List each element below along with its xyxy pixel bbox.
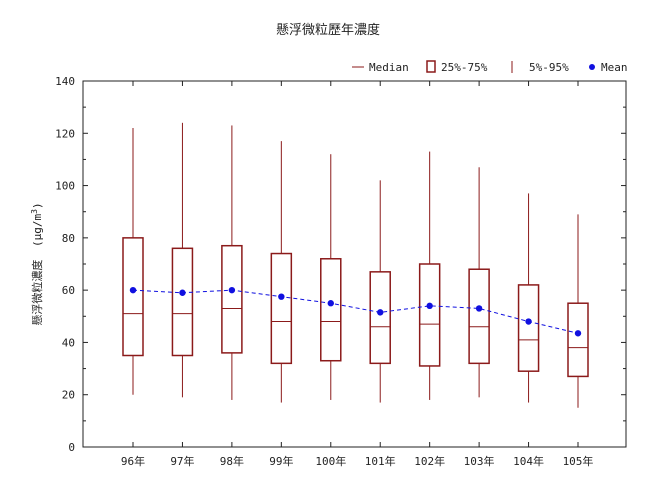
iqr-box	[517, 284, 540, 372]
box-group	[468, 167, 490, 398]
box-group	[171, 122, 194, 398]
x-tick-label: 99年	[269, 454, 293, 468]
x-tick-label: 96年	[121, 454, 145, 468]
box-group	[320, 154, 342, 400]
y-tick-label: 40	[62, 336, 75, 349]
box-group	[122, 128, 144, 395]
legend-median-label: Median	[369, 61, 409, 74]
mean-point	[278, 293, 285, 300]
x-tick-label: 101年	[365, 454, 396, 468]
y-axis-label-unit-sup: 3	[30, 209, 39, 214]
x-tick-label: 98年	[220, 454, 244, 468]
mean-point	[525, 318, 532, 325]
mean-point	[377, 309, 384, 316]
y-tick-label: 100	[55, 180, 75, 193]
x-tick-label: 104年	[513, 454, 544, 468]
y-tick-label: 0	[68, 441, 75, 454]
mean-point	[574, 330, 582, 337]
y-tick-label: 80	[62, 232, 75, 245]
legend-iqr-swatch	[426, 60, 436, 73]
iqr-box	[567, 302, 589, 378]
box-group	[221, 125, 243, 400]
legend-iqr-label: 25%-75%	[441, 61, 488, 74]
y-axis: 0 20 40 60 80 100 120 140	[55, 75, 626, 454]
iqr-box	[468, 268, 490, 365]
iqr-box	[418, 263, 441, 367]
mean-point	[475, 305, 483, 312]
mean-point	[129, 286, 137, 294]
x-tick-label: 103年	[464, 454, 495, 468]
mean-point	[327, 300, 334, 307]
y-tick-label: 20	[62, 389, 75, 402]
legend-whisker-label: 5%-95%	[529, 61, 569, 74]
x-axis: 96年 97年 98年 99年 100年 101年 102年 103年 104年 105年	[121, 81, 594, 468]
y-axis-label-unit: (μg/m	[31, 213, 44, 246]
mean-point	[228, 286, 236, 294]
legend-mean-swatch	[589, 64, 595, 70]
legend-mean-label: Mean	[601, 61, 628, 74]
x-tick-label: 100年	[315, 454, 346, 468]
iqr-box	[122, 237, 144, 357]
box-series	[122, 122, 589, 408]
x-tick-label: 97年	[170, 454, 194, 468]
x-tick-label: 102年	[414, 454, 445, 468]
chart-title: 懸浮微粒歷年濃度	[276, 22, 380, 38]
mean-line	[132, 289, 579, 334]
y-axis-label: 懸浮微粒濃度 (μg/m3)	[30, 202, 44, 325]
box-group	[270, 141, 293, 403]
iqr-box	[270, 252, 293, 365]
y-axis-label-unit-close: )	[31, 202, 44, 209]
box-group	[567, 214, 589, 408]
box-group	[369, 180, 391, 403]
y-tick-label: 140	[55, 75, 75, 88]
box-group	[517, 193, 540, 403]
box-group	[418, 151, 441, 400]
y-axis-label-main: 懸浮微粒濃度	[30, 260, 44, 326]
y-tick-label: 120	[55, 127, 75, 140]
mean-point	[426, 302, 433, 310]
iqr-box	[171, 247, 194, 357]
y-tick-label: 60	[62, 284, 75, 297]
iqr-box	[369, 271, 391, 365]
mean-point	[179, 289, 186, 296]
mean-series	[129, 286, 582, 337]
x-tick-label: 105年	[563, 454, 594, 468]
legend: Median 25%-75% 5%-95% Mean	[352, 60, 628, 74]
plot-area	[82, 80, 627, 448]
iqr-box	[320, 258, 342, 362]
iqr-box	[221, 244, 243, 354]
